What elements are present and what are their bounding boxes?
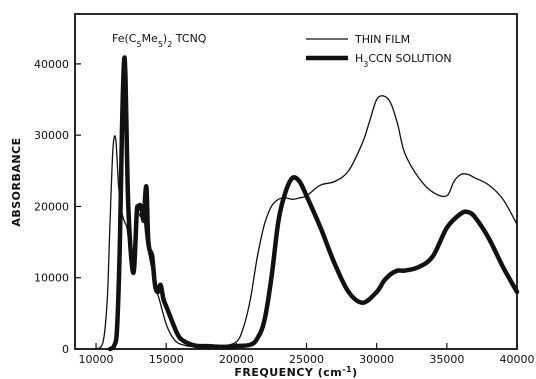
legend-label-solution: H3CCN SOLUTION <box>355 52 452 69</box>
tick-group: 10000 15000 20000 25000 30000 35000 40000 0 1000… <box>34 58 535 366</box>
y-tick-label: 30000 <box>34 129 69 142</box>
y-axis-label: ABSORBANCE <box>10 137 23 226</box>
plot-frame <box>74 13 518 350</box>
x-tick-label: 20000 <box>219 353 254 366</box>
series-line-solution <box>107 55 520 352</box>
x-tick-label: 30000 <box>359 353 394 366</box>
y-tick-label: 0 <box>62 343 69 356</box>
y-tick-label: 40000 <box>34 58 69 71</box>
x-tick-label: 15000 <box>149 353 184 366</box>
x-axis-label: FREQUENCY (cm-1) <box>234 365 357 379</box>
legend: THIN FILM H3CCN SOLUTION <box>306 33 452 69</box>
x-tick-label: 40000 <box>500 353 535 366</box>
x-tick-label: 10000 <box>79 353 114 366</box>
legend-label-thin-film: THIN FILM <box>354 33 410 46</box>
compound-annotation: Fe(C5Me5)2 TCNQ <box>112 32 207 49</box>
x-tick-label: 25000 <box>289 353 324 366</box>
y-tick-label: 20000 <box>34 200 69 213</box>
series-group <box>95 55 520 352</box>
y-tick-label: 10000 <box>34 272 69 285</box>
x-tick-label: 35000 <box>429 353 464 366</box>
